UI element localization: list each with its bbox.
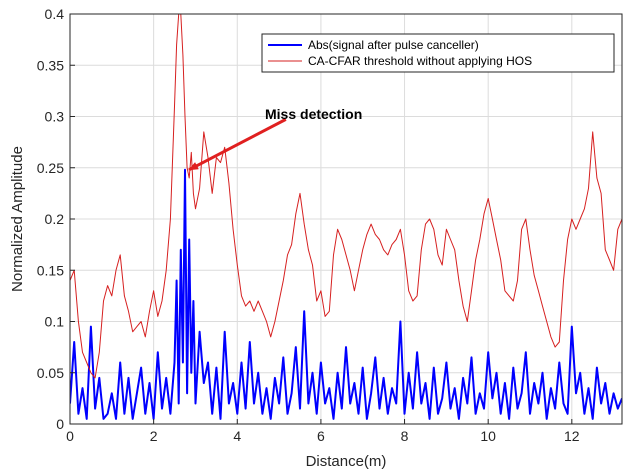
x-tick-label: 8 [401, 428, 409, 444]
y-tick-label: 0.4 [45, 6, 65, 22]
annotation: Miss detection [188, 106, 362, 172]
x-tick-label: 6 [317, 428, 325, 444]
y-axis: 0 0.05 0.1 0.15 0.2 0.25 0.3 0.35 0.4 [37, 6, 75, 432]
legend-box [261, 33, 615, 73]
y-tick-label: 0.1 [45, 314, 65, 330]
series-line-signal [70, 168, 622, 420]
annotation-arrow [188, 118, 287, 172]
y-tick-label: 0.2 [45, 211, 65, 227]
y-tick-label: 0.15 [37, 262, 64, 278]
legend: Abs(signal after pulse canceller) CA-CFAR… [261, 33, 615, 73]
x-tick-label: 0 [66, 428, 74, 444]
legend-entry: CA-CFAR threshold without applying HOS [308, 54, 532, 68]
series-layer [70, 14, 622, 420]
x-tick-label: 4 [233, 428, 241, 444]
x-tick-label: 10 [480, 428, 496, 444]
y-tick-label: 0.35 [37, 57, 64, 73]
legend-entry: Abs(signal after pulse canceller) [308, 38, 479, 52]
series-line-threshold [70, 14, 622, 379]
x-axis: 0 2 4 6 8 10 12 [66, 419, 580, 444]
x-axis-label: Distance(m) [306, 453, 387, 470]
y-axis-label: Normalized Amplitude [9, 146, 26, 292]
annotation-label: Miss detection [265, 106, 362, 122]
y-tick-label: 0.25 [37, 160, 64, 176]
y-tick-label: 0.05 [37, 365, 64, 381]
x-tick-label: 2 [150, 428, 158, 444]
y-tick-label: 0 [56, 416, 64, 432]
y-tick-label: 0.3 [45, 109, 65, 125]
grid [69, 13, 622, 425]
x-tick-label: 12 [564, 428, 580, 444]
